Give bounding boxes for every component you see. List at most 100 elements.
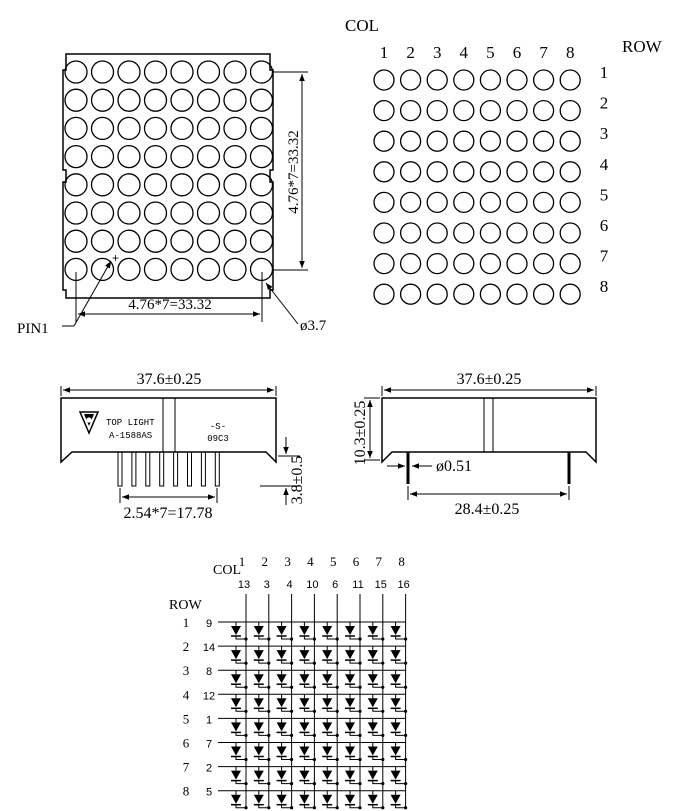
- dot-map-dot: [399, 191, 422, 214]
- dot-map-dot: [426, 252, 448, 275]
- diode-triangle: [390, 674, 401, 684]
- diode-cathode-wire: [326, 756, 338, 760]
- front-dot: [249, 229, 274, 253]
- diode-triangle: [253, 650, 264, 660]
- dot-map-dot: [426, 99, 448, 122]
- diode-cathode-wire: [372, 708, 383, 712]
- dot-map-dot: [453, 222, 475, 244]
- junction-dot: [290, 757, 294, 762]
- dot-map-dot: [373, 130, 395, 152]
- front-dot: [249, 88, 274, 112]
- dot-map-dot: [426, 161, 448, 183]
- schematic-col-label: 5: [330, 554, 337, 569]
- dot-map-dot: [559, 130, 581, 152]
- front-dot: [90, 229, 115, 253]
- diode-cathode-wire: [258, 756, 269, 760]
- junction-dot: [381, 637, 385, 641]
- side-pins: [117, 451, 220, 487]
- dot-map-dot: [479, 161, 502, 183]
- junction-dot: [312, 637, 316, 641]
- dot-map-dot: [479, 222, 502, 244]
- diode-triangle: [276, 746, 287, 756]
- diode-cathode-wire: [349, 780, 360, 785]
- diode-triangle: [345, 650, 355, 660]
- dot-map-row-title: ROW: [622, 37, 663, 56]
- diode-triangle: [345, 770, 355, 780]
- diode-triangle: [367, 650, 378, 660]
- junction-dot: [358, 782, 362, 786]
- end-view: 37.6±0.25 10.3±0.25 ø0.51 28.4±0.25: [352, 371, 597, 518]
- diode-triangle: [231, 722, 241, 732]
- junction-dot: [267, 806, 271, 810]
- junction-dot: [244, 685, 248, 689]
- diode-triangle: [322, 770, 333, 780]
- front-dot: [64, 144, 88, 169]
- front-view-outline: [62, 53, 274, 299]
- diode-triangle: [276, 722, 287, 732]
- junction-dot: [381, 709, 385, 713]
- side-width-dimension-text: 37.6±0.25: [137, 371, 202, 388]
- diode-cathode-wire: [372, 684, 383, 688]
- front-dot: [64, 116, 88, 141]
- diode-triangle: [253, 794, 264, 804]
- schematic-diodes: [231, 622, 408, 810]
- side-pin: [173, 451, 179, 487]
- diode-triangle: [253, 746, 264, 756]
- diode-triangle: [345, 722, 355, 732]
- junction-dot: [381, 757, 385, 762]
- front-dot: [249, 116, 274, 141]
- diode-triangle: [322, 650, 333, 660]
- diode-triangle: [322, 674, 333, 684]
- junction-dot: [358, 709, 362, 713]
- dot-map-dot: [532, 252, 555, 275]
- front-dot: [196, 229, 221, 253]
- junction-dot: [312, 709, 316, 713]
- diode-cathode-wire: [303, 780, 315, 785]
- end-body-outline: [381, 397, 597, 464]
- junction-dot: [335, 637, 339, 641]
- front-dot: [196, 60, 221, 84]
- diode-cathode-wire: [395, 756, 406, 760]
- front-dot: [223, 116, 247, 141]
- junction-dot: [312, 806, 316, 810]
- diode-cathode-wire: [258, 804, 269, 809]
- dot-map-col-title: COL: [345, 16, 379, 35]
- junction-dot: [358, 685, 362, 689]
- dot-map-dot: [506, 99, 528, 122]
- side-pin: [187, 451, 192, 487]
- front-dot: [223, 144, 247, 169]
- dot-map-dot: [399, 161, 422, 183]
- diode-cathode-wire: [258, 636, 269, 640]
- schematic-col-label: 2: [262, 554, 269, 569]
- diode-cathode-wire: [326, 780, 338, 785]
- front-dot: [223, 173, 247, 197]
- junction-dot: [244, 782, 248, 786]
- schematic-row-pin: 9: [206, 618, 212, 630]
- schematic-col-label: 1: [239, 554, 246, 569]
- front-dot: [117, 229, 141, 253]
- diode-cathode-wire: [303, 708, 315, 712]
- end-width-dimension-text: 37.6±0.25: [457, 371, 522, 388]
- diode-triangle: [253, 770, 264, 780]
- schematic-row-pin: 5: [206, 787, 212, 799]
- dot-map-dot: [532, 130, 555, 152]
- dot-map-dot: [506, 130, 528, 152]
- diode-triangle: [231, 674, 241, 684]
- diode-triangle: [345, 626, 355, 635]
- junction-dot: [290, 782, 294, 786]
- diode-cathode-wire: [258, 732, 269, 736]
- front-view: + 4.76*7=33.32 4.76*7=33.32 PIN1 ø3.7: [17, 53, 327, 337]
- junction-dot: [358, 757, 362, 762]
- diode-triangle: [231, 794, 241, 804]
- diode-cathode-wire: [326, 660, 338, 664]
- front-dot: [90, 88, 115, 112]
- dot-map-row-label: 7: [600, 247, 609, 266]
- dot-map-dot: [559, 99, 581, 122]
- junction-dot: [267, 782, 271, 786]
- diode-triangle: [367, 626, 378, 635]
- diode-triangle: [322, 746, 333, 756]
- junction-dot: [267, 733, 271, 738]
- dot-map-dot: [479, 130, 502, 152]
- dot-map-dot: [453, 283, 475, 305]
- front-dot: [249, 201, 274, 225]
